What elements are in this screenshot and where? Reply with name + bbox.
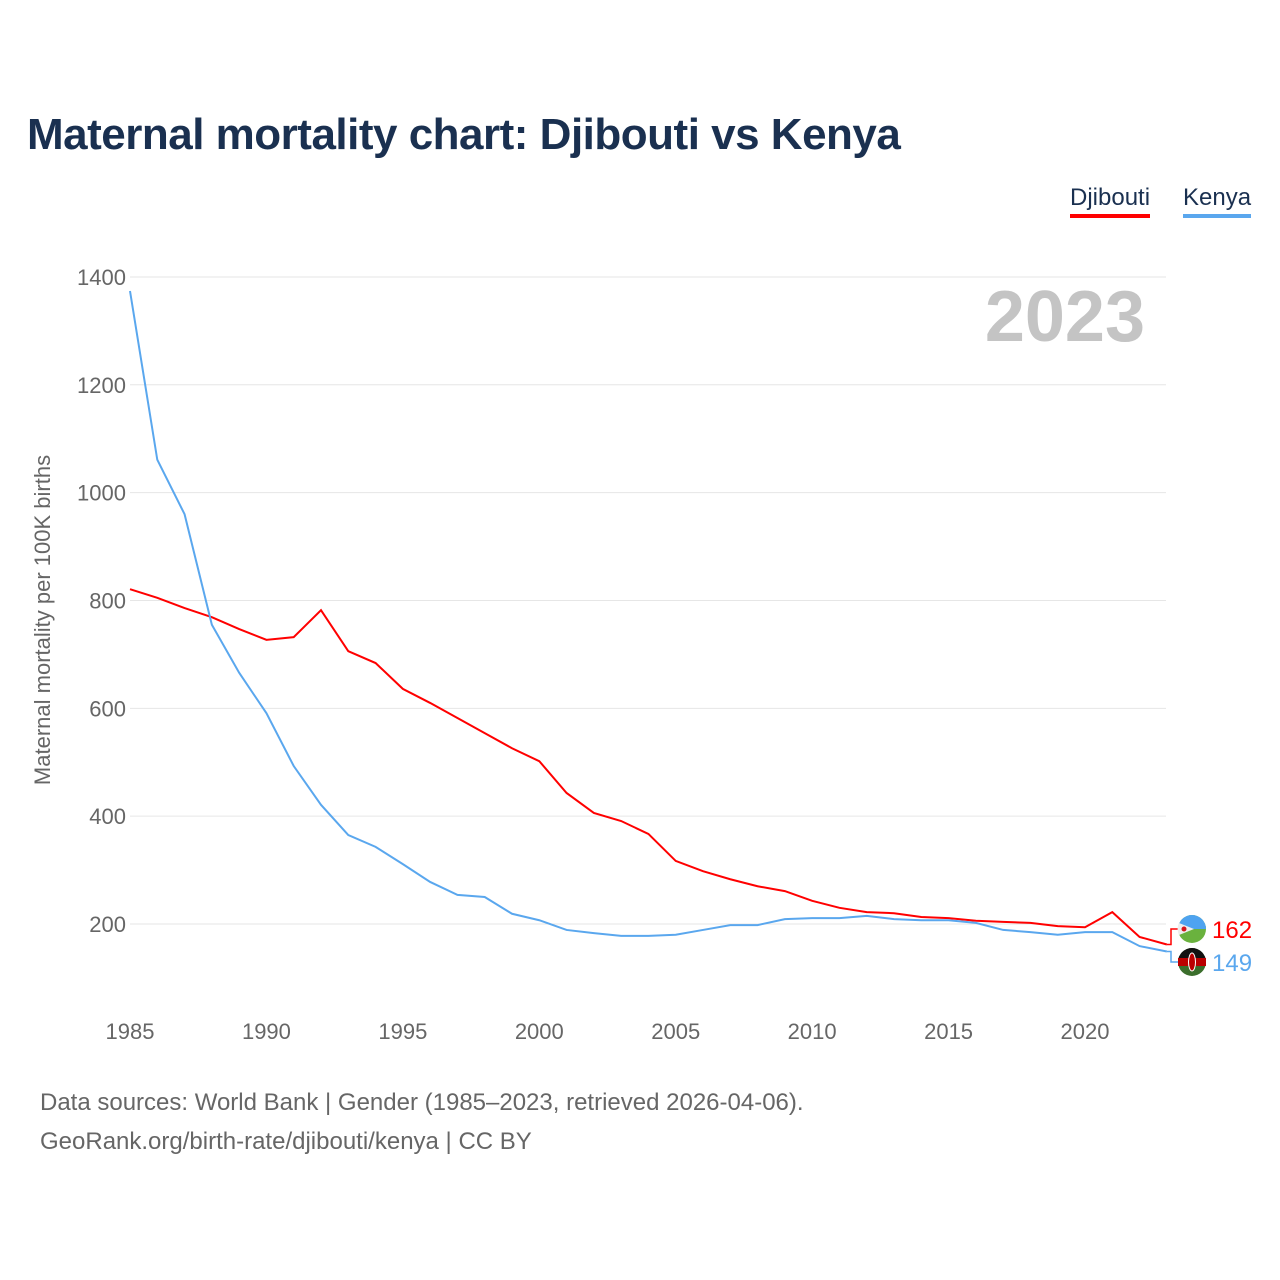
- y-tick-label: 1000: [77, 481, 126, 506]
- kenya-flag-icon: [1178, 948, 1206, 976]
- x-tick-label: 2010: [788, 1019, 837, 1044]
- djibouti-flag-icon: [1177, 915, 1206, 943]
- x-tick-label: 2000: [515, 1019, 564, 1044]
- source-line-1: Data sources: World Bank | Gender (1985–…: [40, 1089, 804, 1116]
- series-line-kenya: [129, 290, 1168, 953]
- y-tick-label: 400: [89, 804, 126, 829]
- y-tick-label: 1200: [77, 373, 126, 398]
- year-watermark: 2023: [985, 277, 1145, 357]
- y-tick-label: 1400: [77, 265, 126, 290]
- x-tick-label: 1995: [378, 1019, 427, 1044]
- x-tick-label: 1990: [242, 1019, 291, 1044]
- legend-kenya[interactable]: Kenya: [1183, 184, 1252, 218]
- y-tick-label: 600: [89, 696, 126, 721]
- x-tick-label: 2015: [924, 1019, 973, 1044]
- chart-title: Maternal mortality chart: Djibouti vs Ke…: [27, 110, 901, 159]
- end-value-label: 149: [1212, 950, 1252, 977]
- series-line-djibouti: [129, 588, 1168, 946]
- end-connector: [1166, 950, 1178, 963]
- source-line-2[interactable]: GeoRank.org/birth-rate/djibouti/kenya | …: [40, 1128, 532, 1155]
- y-tick-label: 800: [89, 588, 126, 613]
- x-tick-label: 1985: [106, 1019, 155, 1044]
- plot-area: 2023 Maternal mortality per 100K births …: [30, 265, 1252, 1044]
- x-tick-label: 2020: [1061, 1019, 1110, 1044]
- x-tick-label: 2005: [651, 1019, 700, 1044]
- end-value-label: 162: [1212, 917, 1252, 944]
- end-connector: [1166, 928, 1178, 946]
- legend-djibouti[interactable]: Djibouti: [1070, 184, 1151, 218]
- y-tick-label: 200: [89, 912, 126, 937]
- y-axis-label: Maternal mortality per 100K births: [30, 455, 55, 785]
